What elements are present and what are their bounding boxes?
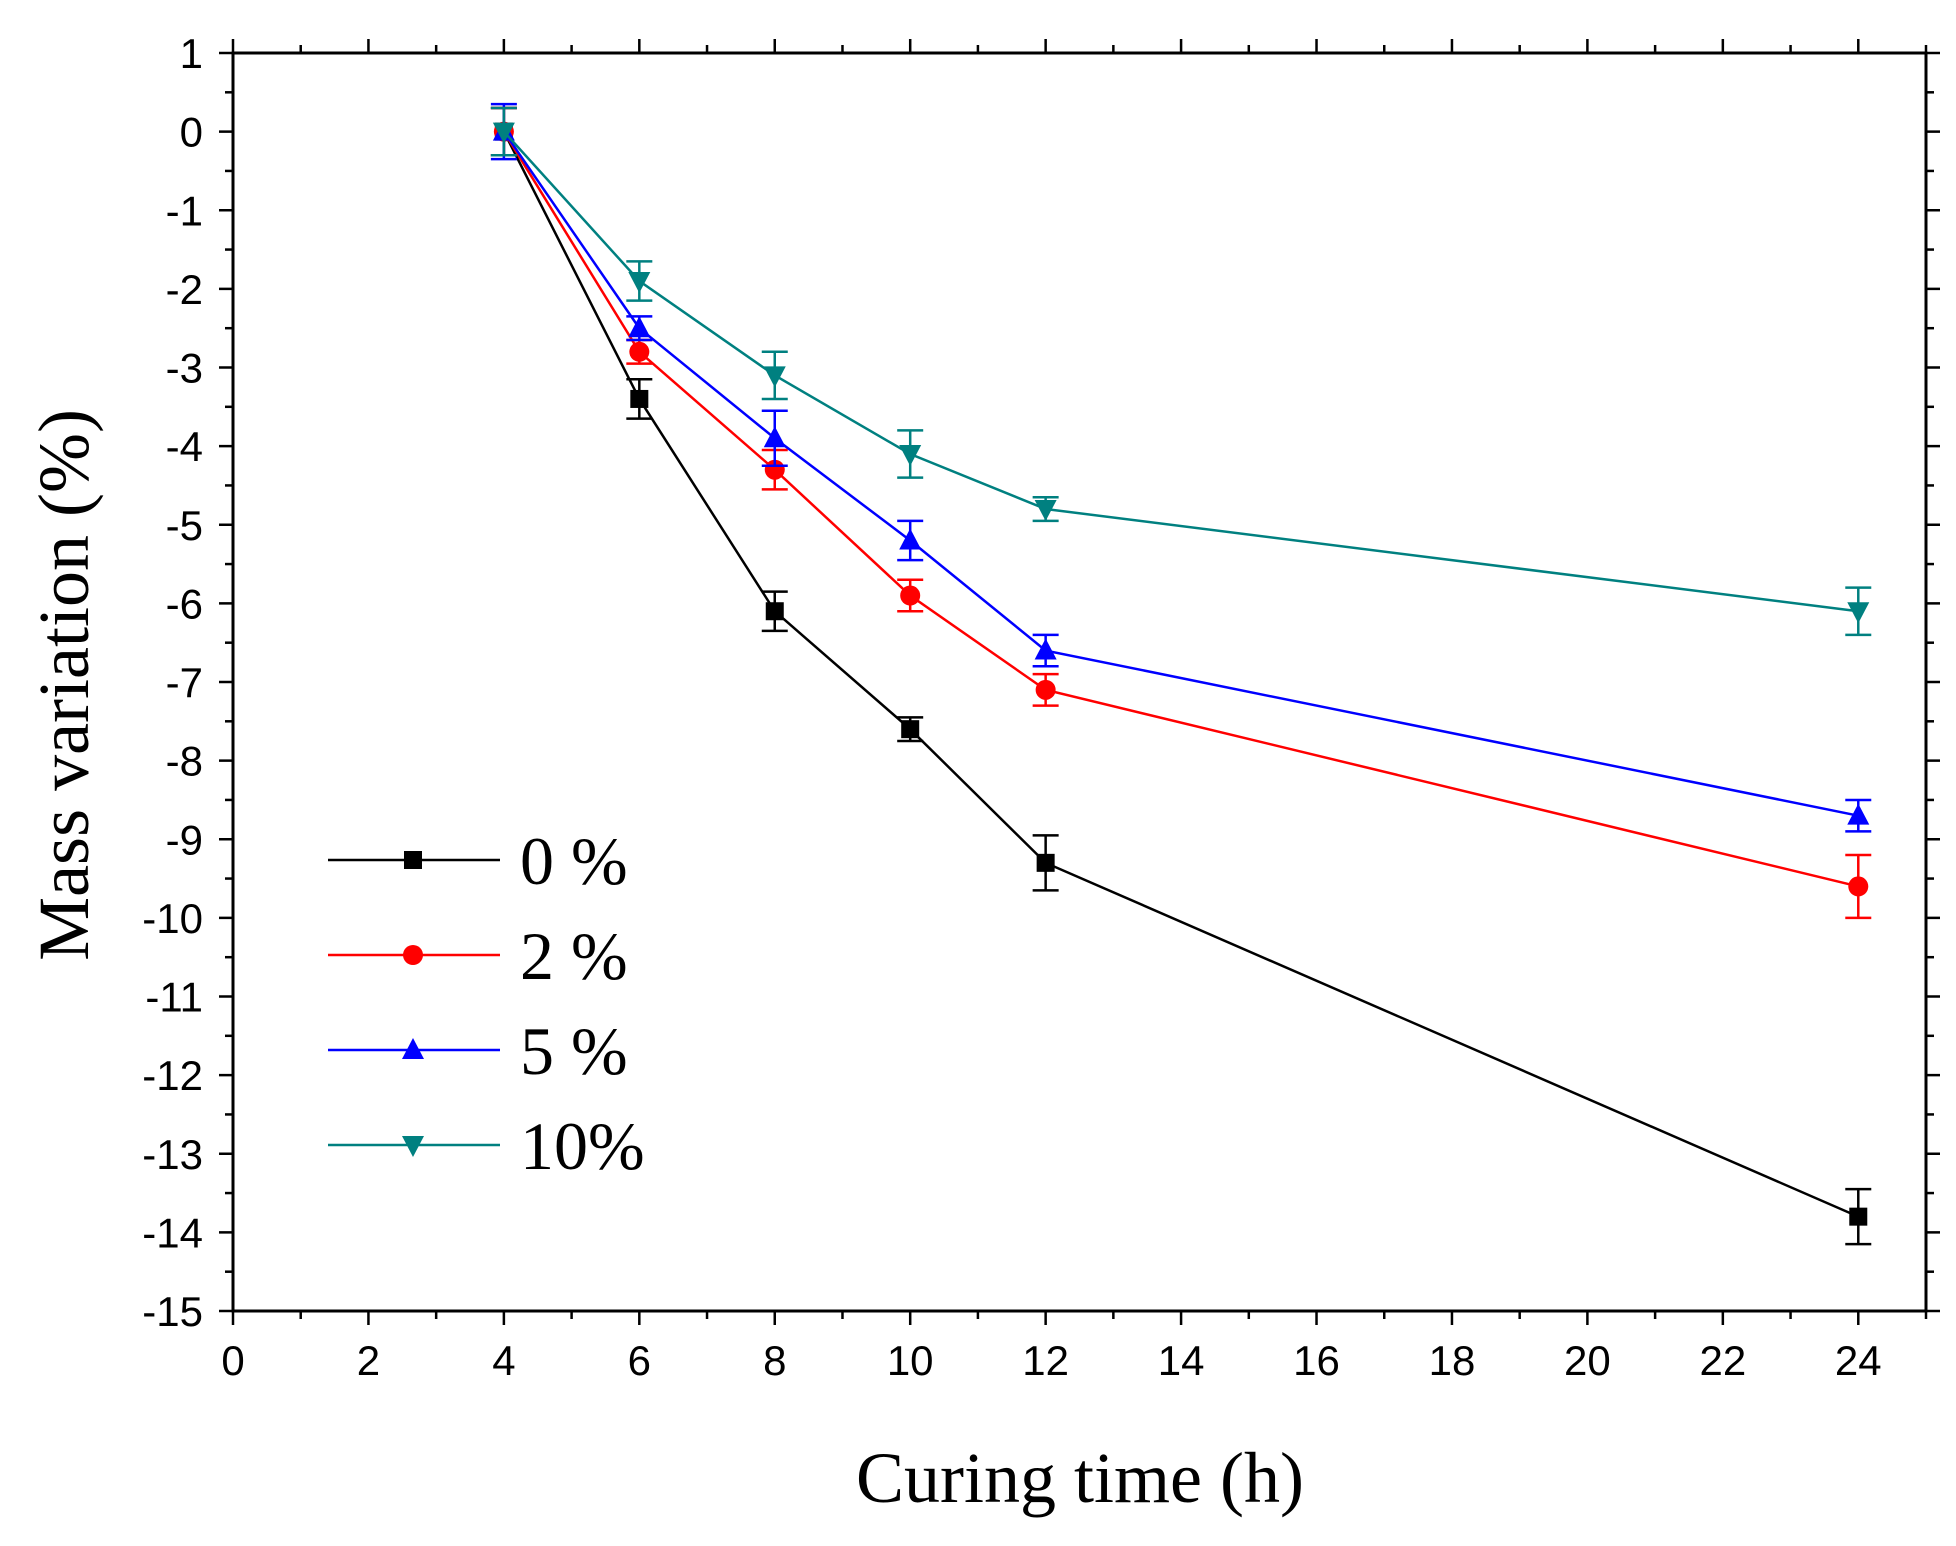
plot-frame [231,51,1928,1313]
y-tick-label: -4 [166,423,203,470]
data-point [899,444,922,466]
series-line [502,131,1859,1218]
y-tick-label: -15 [142,1288,203,1335]
data-point [1035,679,1056,700]
x-tick-label: 12 [1022,1337,1069,1384]
x-tick-label: 4 [492,1337,515,1384]
x-tick-label: 22 [1699,1337,1746,1384]
legend-label: 5 % [520,1013,628,1089]
y-tick-label: -7 [166,659,203,706]
y-axis-title: Mass variation (%) [24,409,104,961]
series-line [502,130,1859,817]
x-tick-label: 2 [357,1337,380,1384]
x-tick-label: 0 [221,1337,244,1384]
x-tick-label: 14 [1158,1337,1205,1384]
legend-label: 2 % [520,918,628,994]
data-point [630,389,649,408]
legend-marker [403,945,423,965]
legend-marker [402,1136,424,1157]
y-tick-label: -11 [145,974,203,1021]
series-0 [490,106,1872,1246]
data-point [1849,1207,1868,1226]
series-1 [490,106,1872,920]
y-tick-label: -5 [166,502,203,549]
legend: 0 % 2 % 5 % 10% [328,823,645,1184]
data-point [901,720,920,739]
data-point [1847,803,1870,825]
y-tick-label: -10 [142,895,203,942]
legend-item: 0 % [328,823,628,899]
data-point [1848,876,1869,897]
data-point [1034,638,1057,660]
x-tick-label: 24 [1835,1337,1882,1384]
data-point [628,316,651,338]
series-2 [490,102,1872,833]
data-point [1036,853,1055,872]
legend-marker [404,851,422,869]
x-tick-label: 20 [1564,1337,1611,1384]
data-point [899,528,922,550]
data-point [1847,602,1870,624]
y-tick-label: 0 [180,109,203,156]
axes: 0 2 4 6 8 10 12 14 16 18 20 22 2410-1-2-3-4-5-6-7-8-… [142,30,1940,1384]
y-tick-label: -2 [166,266,203,313]
data-point [628,272,651,294]
y-tick-label: -8 [166,738,203,785]
x-tick-label: 6 [628,1337,651,1384]
data-point [1034,500,1057,522]
legend-label: 10% [520,1108,645,1184]
y-tick-label: -14 [142,1209,203,1256]
legend-item: 2 % [328,918,628,994]
data-point [763,366,786,388]
data-point [763,426,786,448]
series-line [502,130,1859,888]
series-line [502,130,1859,613]
legend-item: 5 % [328,1013,628,1089]
legend-marker [402,1038,424,1059]
data-point [900,585,921,606]
legend-label: 0 % [520,823,628,899]
series-3 [490,106,1872,637]
y-tick-label: 1 [180,30,203,77]
y-tick-label: -6 [166,580,203,627]
x-tick-label: 16 [1293,1337,1340,1384]
y-tick-label: -9 [166,816,203,863]
y-tick-label: -12 [142,1052,203,1099]
y-tick-label: -13 [142,1131,203,1178]
legend-item: 10% [328,1108,645,1184]
data-point [492,122,515,144]
x-tick-label: 18 [1429,1337,1476,1384]
y-tick-label: -1 [166,187,203,234]
series-layer [490,102,1872,1246]
x-tick-label: 10 [887,1337,934,1384]
x-axis-title: Curing time (h) [856,1438,1304,1518]
data-point [629,341,650,362]
x-tick-label: 8 [763,1337,786,1384]
y-tick-label: -3 [166,345,203,392]
data-point [765,602,784,621]
